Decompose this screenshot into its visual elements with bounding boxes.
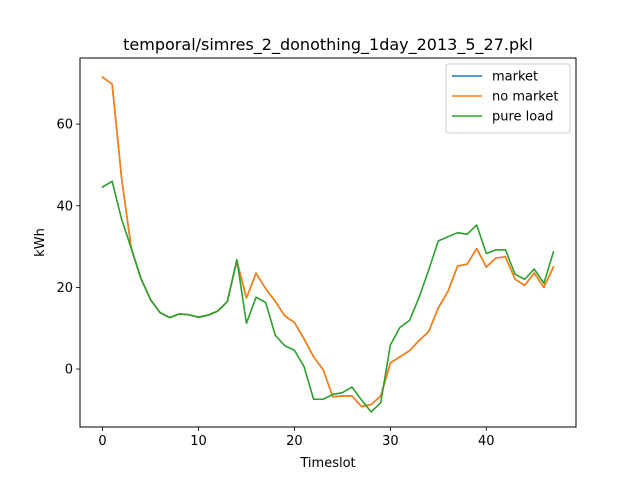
y-tick-label: 60 — [56, 118, 73, 133]
plot-lines — [101, 76, 555, 413]
y-tick-label: 40 — [56, 199, 73, 214]
legend-label-no-market: no market — [492, 90, 558, 105]
y-tick-label: 20 — [56, 281, 73, 296]
legend-label-market: market — [492, 70, 538, 85]
x-tick-label: 40 — [478, 434, 495, 449]
x-axis-label: Timeslot — [299, 456, 355, 471]
x-tick-label: 0 — [98, 434, 106, 449]
x-axis-ticks: 0 10 20 30 40 — [98, 427, 495, 449]
chart-title: temporal/simres_2_donothing_1day_2013_5_… — [123, 35, 533, 55]
plot-frame — [79, 57, 577, 428]
x-tick-label: 30 — [382, 434, 399, 449]
legend: market no market pure load — [445, 63, 571, 134]
series-line-pure-load — [101, 180, 555, 413]
x-tick-label: 20 — [286, 434, 303, 449]
legend-label-pure-load: pure load — [492, 110, 553, 125]
y-axis-label: kWh — [33, 228, 48, 257]
y-tick-label: 0 — [65, 363, 73, 378]
y-axis-ticks: 0 20 40 60 — [56, 118, 80, 378]
x-tick-label: 10 — [190, 434, 207, 449]
